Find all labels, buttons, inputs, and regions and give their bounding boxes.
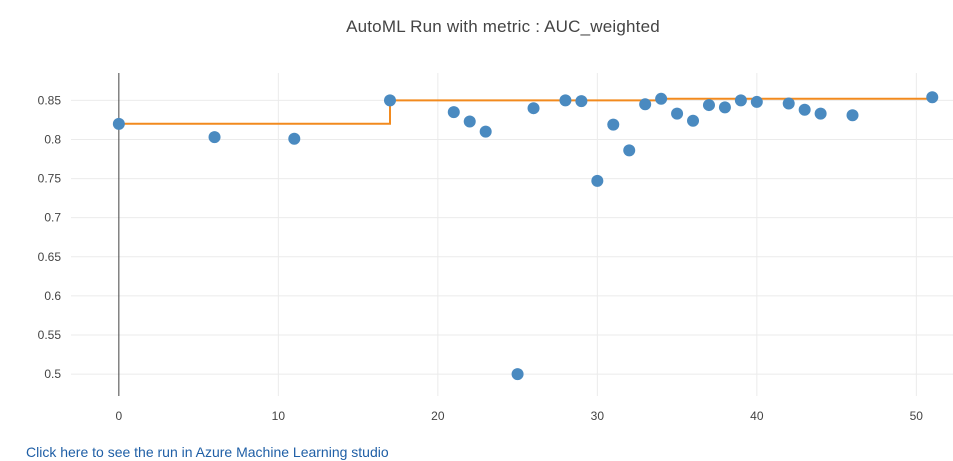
- y-tick-label: 0.55: [38, 328, 62, 342]
- grid: [71, 73, 953, 396]
- run-point: [208, 131, 221, 144]
- run-point: [639, 98, 652, 111]
- run-point: [288, 132, 301, 145]
- y-tick-label: 0.85: [38, 93, 62, 107]
- run-point: [623, 144, 636, 157]
- run-point: [798, 103, 811, 116]
- x-tick-label: 30: [591, 409, 605, 423]
- run-point: [782, 97, 795, 110]
- run-point: [447, 106, 460, 119]
- y-tick-label: 0.7: [44, 211, 61, 225]
- run-point: [846, 109, 859, 122]
- run-point: [463, 115, 476, 128]
- best-metric-line: [118, 97, 933, 125]
- run-point: [702, 99, 715, 112]
- run-point: [559, 94, 572, 107]
- y-axis-ticks: 0.5 0.55 0.6 0.65 0.7 0.75 0.8 0.85: [38, 93, 62, 381]
- run-point: [671, 107, 684, 120]
- run-point: [687, 114, 700, 127]
- azure-ml-studio-link[interactable]: Click here to see the run in Azure Machi…: [26, 444, 389, 460]
- x-tick-label: 0: [116, 409, 123, 423]
- chart-title: AutoML Run with metric : AUC_weighted: [346, 17, 660, 36]
- run-point: [607, 118, 620, 131]
- y-tick-label: 0.8: [44, 132, 61, 146]
- run-point: [383, 94, 396, 107]
- y-tick-label: 0.65: [38, 250, 62, 264]
- run-point: [575, 95, 588, 108]
- run-point: [734, 94, 747, 107]
- y-tick-label: 0.75: [38, 172, 62, 186]
- run-point: [112, 117, 125, 130]
- x-tick-label: 40: [750, 409, 764, 423]
- x-axis-ticks: 0 10 20 30 40 50: [116, 409, 924, 423]
- automl-run-chart: 0.5 0.55 0.6 0.65 0.7 0.75 0.8 0.85 0 10 20 30 40 50: [38, 73, 953, 423]
- run-point: [479, 125, 492, 138]
- run-point: [655, 92, 668, 105]
- x-tick-label: 10: [272, 409, 286, 423]
- x-tick-label: 50: [910, 409, 924, 423]
- run-point: [511, 368, 524, 381]
- run-point: [591, 174, 604, 187]
- x-tick-label: 20: [431, 409, 445, 423]
- run-point: [718, 101, 731, 114]
- y-tick-label: 0.5: [44, 367, 61, 381]
- run-point: [926, 91, 939, 104]
- run-markers: [112, 91, 939, 381]
- y-tick-label: 0.6: [44, 289, 61, 303]
- run-point: [527, 102, 540, 115]
- best-metric-step-line: [118, 97, 933, 125]
- run-point: [750, 95, 763, 108]
- run-point: [814, 107, 827, 120]
